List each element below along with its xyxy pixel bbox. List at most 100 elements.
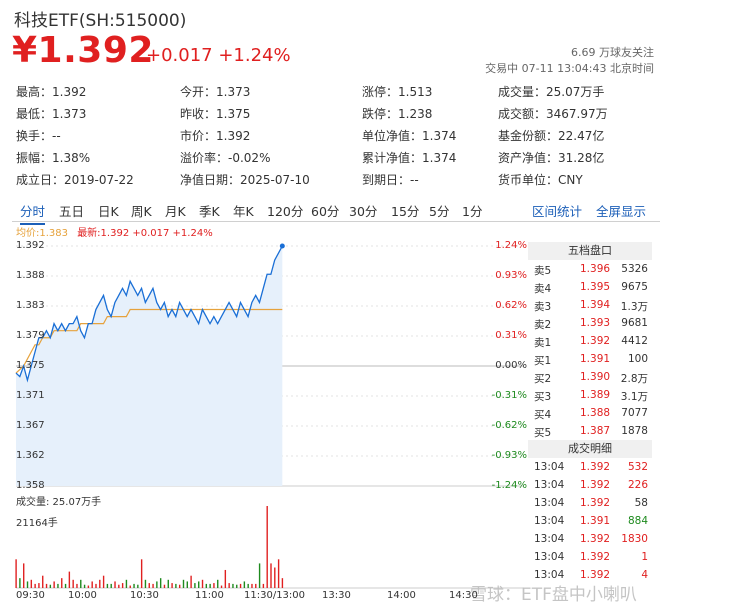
volume-bar: [80, 579, 82, 588]
x-tick-label: 11:00: [195, 590, 224, 601]
pct-tick-label: -0.31%: [491, 390, 527, 401]
tab-period[interactable]: 30分: [349, 204, 378, 219]
stat-item: 溢价率：-0.02%: [180, 149, 270, 166]
trade-volume: 1: [641, 551, 648, 563]
volume-bar: [68, 571, 71, 588]
order-volume: 9675: [621, 281, 648, 293]
order-book-row: 买1 1.391 100: [528, 350, 652, 368]
stat-item: 基金份额：22.47亿: [498, 127, 604, 144]
order-price: 1.388: [580, 407, 611, 419]
tab-period[interactable]: 年K: [233, 204, 254, 219]
order-volume: 3.1万: [620, 391, 648, 403]
volume-bar: [137, 584, 139, 588]
volume-bar: [224, 569, 227, 588]
y-tick-label: 1.358: [16, 480, 45, 491]
volume-bar: [23, 563, 25, 588]
order-price: 1.394: [580, 299, 611, 311]
order-side-label: 卖2: [534, 319, 552, 331]
stat-item: 到期日：--: [362, 171, 419, 188]
volume-bar: [266, 506, 268, 588]
volume-bar: [159, 578, 162, 588]
order-book-panel: 五档盘口 卖5 1.396 5326 卖4 1.395 9675 卖3 1.394 1.3万 卖2 1…: [528, 242, 652, 584]
order-volume: 7077: [621, 407, 648, 419]
tab-period[interactable]: 月K: [165, 204, 186, 219]
tab-period[interactable]: 五日: [59, 204, 85, 219]
x-tick-label: 09:30: [16, 590, 45, 601]
volume-bar: [156, 581, 158, 588]
volume-bar: [144, 579, 147, 588]
latest-price-legend: 最新:1.392 +0.017 +1.24%: [77, 228, 213, 239]
tab-period[interactable]: 分时: [20, 201, 46, 225]
tab-period[interactable]: 1分: [462, 204, 483, 219]
order-side-label: 卖5: [534, 265, 552, 277]
volume-bar: [49, 584, 52, 588]
security-title: 科技ETF(SH:515000): [14, 11, 187, 31]
stat-label: 成立日：: [16, 173, 65, 187]
tab-period[interactable]: 季K: [199, 204, 220, 219]
tab-period[interactable]: 日K: [98, 204, 119, 219]
trade-volume: 532: [627, 461, 648, 473]
y-tick-label: 1.392: [16, 240, 45, 251]
trade-volume: 58: [634, 497, 648, 509]
chart-legend: 均价:1.383 最新:1.392 +0.017 +1.24%: [16, 224, 213, 239]
volume-bar: [34, 583, 36, 588]
stat-value: 1.373: [216, 85, 251, 99]
stat-label: 市价：: [180, 129, 217, 143]
trade-volume: 226: [627, 479, 648, 491]
trade-price: 1.392: [580, 461, 611, 473]
order-book-row: 卖3 1.394 1.3万: [528, 296, 652, 314]
volume-bar: [95, 583, 97, 588]
x-tick-label: 14:30: [449, 590, 478, 601]
follower-count: 6.69 万球友关注: [571, 46, 654, 59]
stat-label: 基金份额：: [498, 129, 559, 143]
order-side-label: 卖3: [534, 301, 552, 313]
stat-item: 振幅：1.38%: [16, 149, 90, 166]
stat-item: 涨停：1.513: [362, 83, 432, 100]
tab-period[interactable]: 60分: [311, 204, 340, 219]
stat-value: 1.38%: [52, 151, 91, 165]
price-area: [16, 246, 283, 486]
x-tick-label: 10:30: [130, 590, 159, 601]
x-tick-label: 13:30: [322, 590, 351, 601]
stat-label: 成交额：: [498, 107, 547, 121]
volume-bar: [57, 583, 59, 588]
volume-bar: [198, 581, 200, 588]
tab-period[interactable]: 5分: [429, 204, 450, 219]
volume-bar: [243, 581, 246, 588]
volume-bar: [53, 581, 55, 588]
trade-price: 1.392: [580, 569, 611, 581]
tab-period[interactable]: 周K: [131, 204, 152, 219]
order-volume: 2.8万: [620, 373, 648, 385]
stat-label: 净值日期：: [180, 173, 241, 187]
trade-time: 13:04: [534, 461, 565, 473]
volume-bar: [228, 583, 230, 588]
volume-bar: [118, 584, 120, 588]
range-stats-link[interactable]: 区间统计: [532, 204, 583, 219]
volume-bar: [91, 581, 93, 588]
stat-value: 1.392: [52, 85, 87, 99]
volume-bar: [171, 583, 173, 588]
intraday-chart[interactable]: [14, 240, 524, 590]
stat-label: 单位净值：: [362, 129, 423, 143]
volume-bar: [239, 583, 242, 588]
stat-label: 最低：: [16, 107, 53, 121]
volume-bar: [110, 583, 112, 588]
trade-time: 13:04: [534, 533, 565, 545]
volume-bar: [72, 579, 74, 588]
trade-row: 13:04 1.392 1: [528, 548, 652, 566]
volume-bar: [274, 567, 276, 588]
price-line: [15, 245, 283, 383]
volume-bar: [175, 583, 177, 588]
tab-period[interactable]: 120分: [267, 204, 304, 219]
current-price: ¥1.392: [12, 30, 154, 71]
order-price: 1.395: [580, 281, 611, 293]
order-price: 1.387: [580, 425, 611, 437]
order-volume: 100: [627, 353, 648, 365]
volume-bar: [220, 585, 223, 588]
fullscreen-link[interactable]: 全屏显示: [596, 204, 647, 219]
x-tick-label: 14:00: [387, 590, 416, 601]
tab-period[interactable]: 15分: [391, 204, 420, 219]
stat-value: 22.47亿: [558, 129, 605, 143]
volume-bar: [125, 579, 128, 588]
volume-bar: [213, 583, 215, 588]
